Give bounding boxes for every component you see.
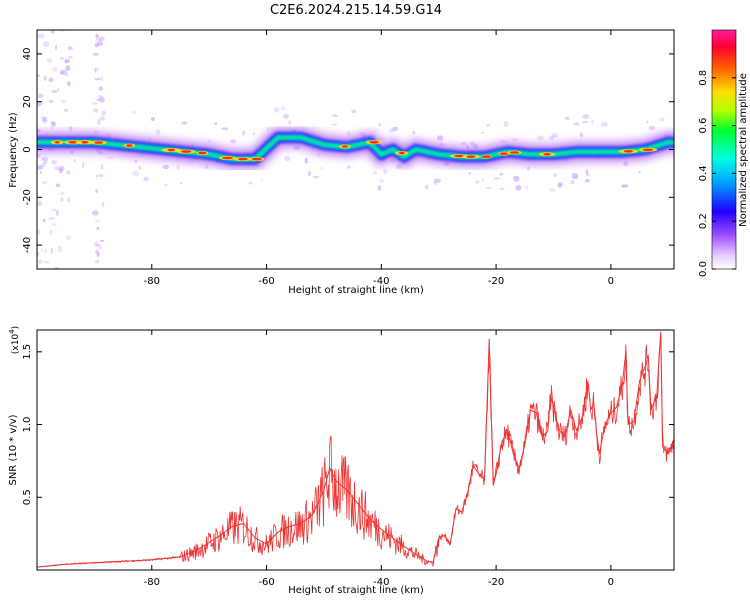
x-tick-label: -80 bbox=[144, 577, 160, 588]
figure-title: C2E6.2024.215.14.59.G14 bbox=[270, 3, 442, 18]
y-tick-label: 1.0 bbox=[22, 417, 33, 433]
x-tick-label: -40 bbox=[373, 276, 389, 287]
x-tick-label: 0 bbox=[608, 276, 614, 287]
snr-plot-area bbox=[37, 330, 674, 570]
spectrogram-panel: -80 -60 -40 -20 0 -40 -20 0 20 40 Height of stra… bbox=[8, 29, 675, 296]
spectrogram-x-ticks: -80 -60 -40 -20 0 bbox=[144, 30, 614, 287]
y-tick-label: 0 bbox=[22, 146, 33, 152]
colorbar-gradient bbox=[712, 30, 736, 269]
colorbar-tick-label: 0.6 bbox=[698, 118, 709, 134]
colorbar-tick-label: 0.8 bbox=[698, 70, 709, 86]
y-tick-label: -40 bbox=[22, 237, 33, 253]
y-tick-label: 20 bbox=[22, 95, 33, 108]
y-tick-label: 1.5 bbox=[22, 344, 33, 360]
colorbar-ticks: 0.0 0.2 0.4 0.6 0.8 bbox=[698, 70, 736, 277]
colorbar-frame bbox=[711, 29, 737, 270]
x-tick-label: -40 bbox=[373, 577, 389, 588]
heatmap-band-4 bbox=[37, 136, 674, 161]
snr-series-line bbox=[37, 331, 674, 568]
colorbar-label: Normalized spectral amplitude bbox=[738, 73, 749, 227]
x-tick-label: -60 bbox=[258, 276, 274, 287]
x-tick-label: -60 bbox=[258, 577, 274, 588]
colorbar-tick-label: 0.2 bbox=[698, 213, 709, 229]
y-tick-label: -20 bbox=[22, 189, 33, 205]
spectrogram-x-axis-label: Height of straight line (km) bbox=[288, 285, 424, 296]
x-tick-label: -20 bbox=[488, 577, 504, 588]
heatmap-hotspots bbox=[50, 140, 658, 162]
snr-y-ticks: 0.5 1.0 1.5 bbox=[22, 344, 674, 505]
snr-y-axis-label: SNR (10 * v/v) bbox=[8, 414, 19, 485]
snr-panel: -80 -60 -40 -20 0 0.5 1.0 1.5 Height of straig… bbox=[8, 326, 675, 596]
snr-frame bbox=[36, 329, 675, 571]
colorbar: 0.0 0.2 0.4 0.6 0.8 Normalized spectral ampl… bbox=[698, 29, 749, 277]
x-tick-label: -80 bbox=[144, 276, 160, 287]
colorbar-tick-label: 0.0 bbox=[698, 261, 709, 277]
snr-x-ticks: -80 -60 -40 -20 0 bbox=[144, 330, 614, 588]
spectrogram-y-axis-label: Frequency (Hz) bbox=[8, 112, 19, 188]
y-tick-label: 0.5 bbox=[22, 489, 33, 505]
snr-y-multiplier: (x104) bbox=[8, 326, 21, 354]
colorbar-tick-label: 0.4 bbox=[698, 165, 709, 181]
snr-x-axis-label: Height of straight line (km) bbox=[288, 585, 424, 596]
y-tick-label: 40 bbox=[22, 48, 33, 61]
x-tick-label: 0 bbox=[608, 577, 614, 588]
spectrogram-heatmap bbox=[37, 30, 674, 269]
x-tick-label: -20 bbox=[488, 276, 504, 287]
spectrogram-y-ticks: -40 -20 0 20 40 bbox=[22, 48, 674, 253]
